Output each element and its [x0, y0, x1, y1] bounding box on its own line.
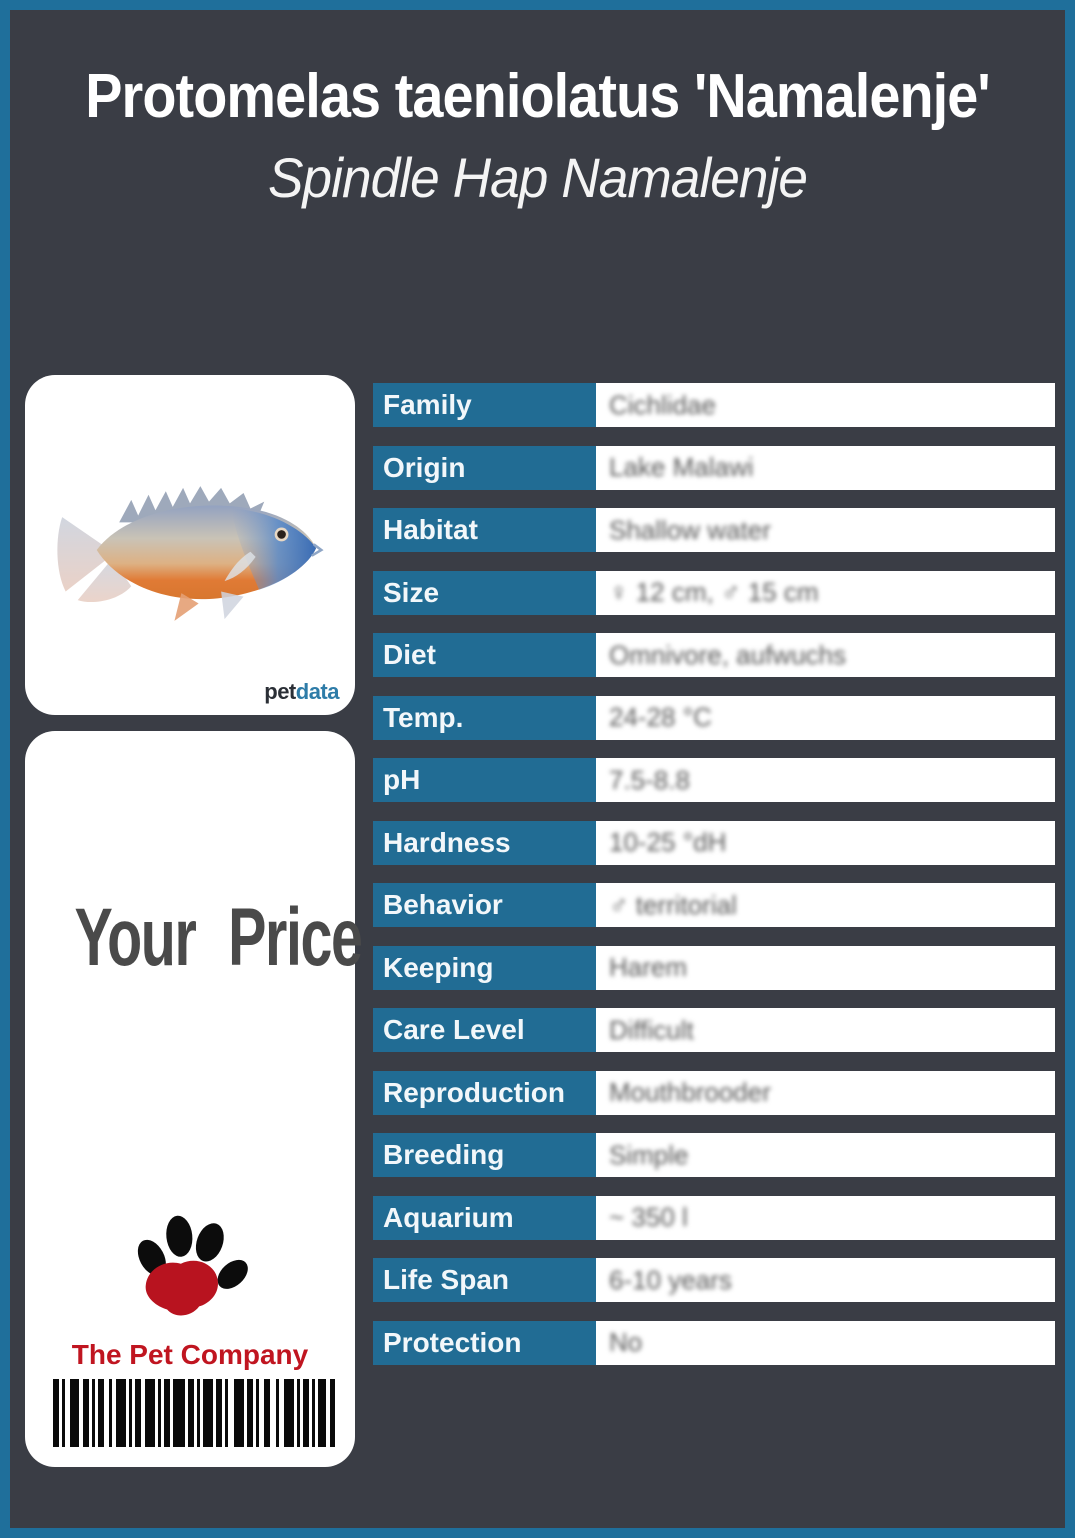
row-value: Shallow water [596, 508, 1055, 552]
row-value: ♀ 12 cm, ♂ 15 cm [596, 570, 1055, 615]
row-value: 10-25 °dH [596, 820, 1055, 865]
table-row: Family Cichlidae [373, 383, 1055, 427]
row-label: Keeping [373, 945, 596, 990]
petdata-logo: petdata [264, 679, 339, 705]
price-card: Your Price The Pet Company [25, 731, 363, 1467]
row-label: Habitat [373, 508, 596, 552]
table-row: Behavior ♂ territorial [373, 883, 1055, 927]
row-value: 6-10 years [596, 1258, 1055, 1302]
fish-photo-card: petdata [25, 375, 355, 715]
table-row: Diet Omnivore, aufwuchs [373, 633, 1055, 677]
row-label: Life Span [373, 1258, 596, 1302]
spec-table: Family Cichlidae Origin Lake Malawi Habi… [373, 383, 1055, 1365]
row-label: Origin [373, 445, 596, 490]
table-row: pH 7.5-8.8 [373, 758, 1055, 802]
row-label: Breeding [373, 1133, 596, 1177]
row-label: Reproduction [373, 1070, 596, 1115]
table-row: Temp. 24-28 °C [373, 695, 1055, 740]
row-label: Family [373, 383, 596, 427]
page-title: Protomelas taeniolatus 'Namalenje' [85, 62, 990, 131]
price-placeholder-text: Your Price [74, 892, 363, 983]
table-row: Habitat Shallow water [373, 508, 1055, 552]
table-row: Keeping Harem [373, 945, 1055, 990]
row-label: Behavior [373, 883, 596, 927]
row-label: Temp. [373, 695, 596, 740]
barcode [53, 1379, 335, 1447]
row-value: 24-28 °C [596, 695, 1055, 740]
row-value: Simple [596, 1133, 1055, 1177]
row-label: pH [373, 758, 596, 802]
row-value: No [596, 1320, 1055, 1365]
row-label: Diet [373, 633, 596, 677]
row-value: ♂ territorial [596, 883, 1055, 927]
row-value: Difficult [596, 1008, 1055, 1052]
row-label: Size [373, 570, 596, 615]
row-label: Aquarium [373, 1195, 596, 1240]
paw-icon [137, 1215, 248, 1316]
row-value: Omnivore, aufwuchs [596, 633, 1055, 677]
row-value: Lake Malawi [596, 445, 1055, 490]
row-value: Cichlidae [596, 383, 1055, 427]
fish-image [57, 486, 324, 621]
table-row: Origin Lake Malawi [373, 445, 1055, 490]
page-subtitle: Spindle Hap Namalenje [267, 146, 808, 209]
company-name: The Pet Company [71, 1339, 309, 1370]
petdata-logo-data: data [295, 679, 340, 704]
row-label: Hardness [373, 820, 596, 865]
header: Protomelas taeniolatus 'Namalenje' Spind… [10, 58, 1065, 214]
table-row: Hardness 10-25 °dH [373, 820, 1055, 865]
row-value: 7.5-8.8 [596, 758, 1055, 802]
table-row: Life Span 6-10 years [373, 1258, 1055, 1302]
row-value: ~ 350 l [596, 1195, 1055, 1240]
table-row: Protection No [373, 1320, 1055, 1365]
table-row: Care Level Difficult [373, 1008, 1055, 1052]
row-label: Protection [373, 1320, 596, 1365]
table-row: Reproduction Mouthbrooder [373, 1070, 1055, 1115]
row-value: Harem [596, 945, 1055, 990]
table-row: Aquarium ~ 350 l [373, 1195, 1055, 1240]
table-row: Breeding Simple [373, 1133, 1055, 1177]
petdata-logo-pet: pet [264, 679, 296, 704]
row-label: Care Level [373, 1008, 596, 1052]
row-value: Mouthbrooder [596, 1070, 1055, 1115]
table-row: Size ♀ 12 cm, ♂ 15 cm [373, 570, 1055, 615]
